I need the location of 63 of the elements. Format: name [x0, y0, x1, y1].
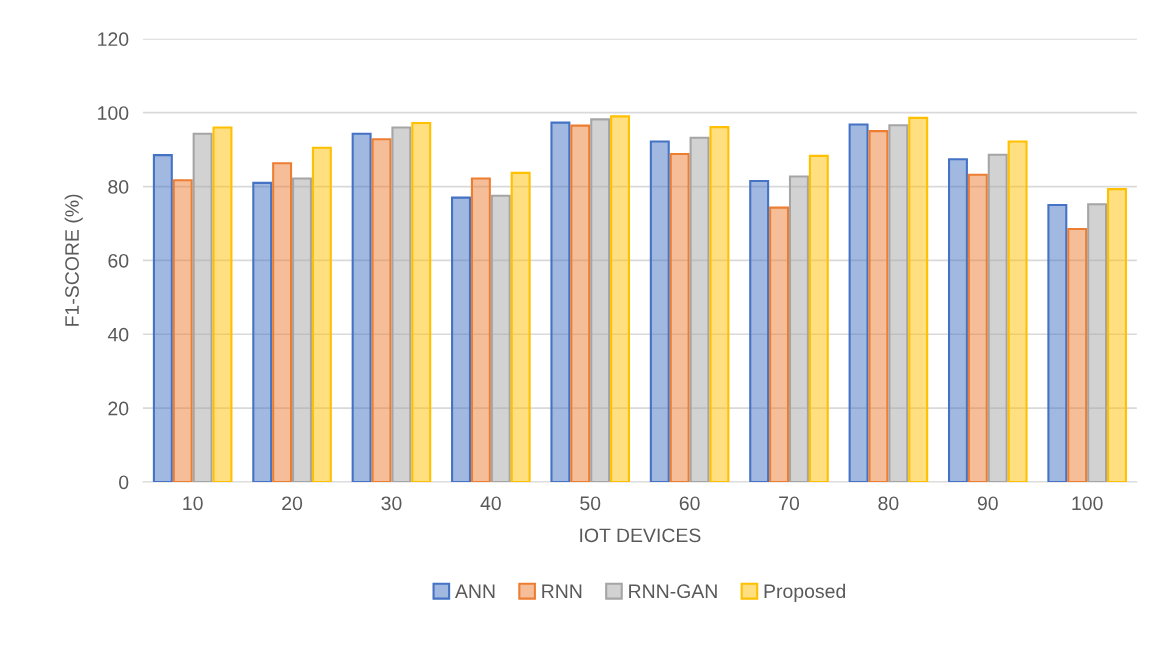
- bar: [749, 179, 770, 483]
- bar: [808, 154, 829, 483]
- y-tick-label: 60: [108, 253, 129, 268]
- bar: [252, 181, 273, 483]
- bar: [649, 140, 670, 483]
- bar: [550, 121, 571, 483]
- legend-label: Proposed: [764, 583, 846, 602]
- legend-label: RNN: [542, 584, 582, 598]
- bar: [908, 116, 929, 483]
- bar: [610, 115, 631, 483]
- bar: [967, 173, 988, 483]
- bar: [1107, 188, 1127, 483]
- bar: [788, 175, 809, 483]
- bar: [689, 136, 710, 483]
- x-tick-label: 80: [878, 496, 899, 511]
- bar: [272, 162, 293, 483]
- bar: [351, 132, 372, 483]
- x-tick-label: 30: [381, 496, 402, 511]
- bar: [510, 171, 531, 483]
- bar: [590, 118, 611, 483]
- bar: [848, 123, 869, 483]
- bar: [570, 124, 591, 483]
- legend-label: RNN-GAN: [629, 584, 717, 599]
- x-tick-label: 90: [977, 496, 998, 511]
- x-tick-label: 70: [779, 496, 800, 511]
- bar: [311, 146, 332, 483]
- bar: [152, 154, 173, 483]
- bar: [292, 177, 312, 483]
- bar: [947, 158, 968, 483]
- bar: [172, 179, 193, 483]
- bar: [451, 196, 471, 483]
- y-tick-label: 100: [98, 106, 129, 120]
- x-tick-label: 20: [282, 496, 303, 511]
- bar: [868, 130, 889, 483]
- bar: [490, 194, 511, 483]
- bar: [888, 124, 909, 483]
- y-tick-label: 80: [108, 180, 129, 194]
- bar: [1047, 203, 1068, 483]
- x-tick-label: 40: [480, 496, 501, 511]
- bar: [411, 121, 432, 483]
- y-axis-title: F1-SCORE (%): [64, 194, 83, 326]
- bar: [709, 126, 730, 483]
- bar: [1067, 227, 1088, 483]
- x-tick-label: 50: [580, 496, 601, 511]
- y-tick-label: 120: [98, 32, 129, 47]
- bar: [669, 153, 690, 483]
- bar: [769, 206, 790, 483]
- x-tick-label: 100: [1072, 496, 1103, 511]
- bar: [192, 132, 213, 483]
- y-tick-label: 40: [107, 327, 129, 342]
- bar: [987, 153, 1008, 483]
- x-axis-title: IOT DEVICES: [580, 528, 701, 543]
- y-tick-label: 0: [119, 475, 129, 490]
- bar: [212, 126, 233, 483]
- y-tick-label: 20: [108, 401, 129, 416]
- x-tick-label: 60: [679, 496, 700, 511]
- bar: [1087, 203, 1108, 483]
- bar: [391, 126, 412, 483]
- legend-label: ANN: [454, 584, 495, 598]
- x-tick-label: 10: [183, 496, 203, 511]
- bar: [1007, 140, 1028, 483]
- bar: [470, 177, 491, 483]
- bar: [371, 138, 392, 483]
